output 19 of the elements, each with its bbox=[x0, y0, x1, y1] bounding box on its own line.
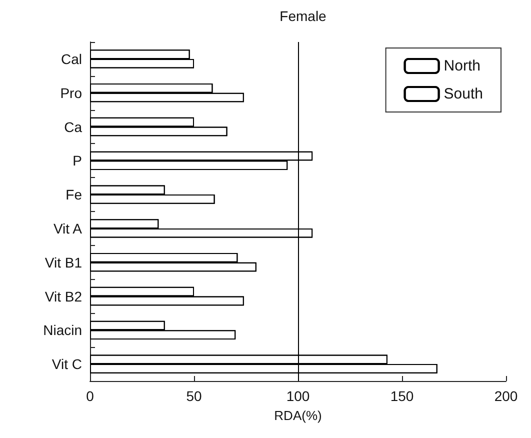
y-tick-label: Vit B1 bbox=[44, 254, 82, 270]
x-tick-label: 200 bbox=[494, 388, 518, 404]
y-tick-label: Niacin bbox=[43, 322, 82, 338]
y-tick-label: Fe bbox=[66, 186, 82, 203]
y-tick-label: Vit C bbox=[52, 356, 82, 372]
y-tick-label: Cal bbox=[60, 50, 82, 67]
legend-label: North bbox=[444, 58, 480, 74]
x-tick-label: 50 bbox=[186, 388, 202, 404]
x-axis-title: RDA(%) bbox=[274, 408, 322, 423]
x-tick-label: 0 bbox=[86, 388, 94, 404]
y-tick-label: P bbox=[72, 152, 82, 169]
y-tick-label: Vit A bbox=[53, 220, 83, 236]
legend-label: South bbox=[444, 86, 484, 102]
chart-title: Female bbox=[280, 8, 327, 24]
x-tick-label: 150 bbox=[390, 388, 414, 404]
y-tick-label: Vit B2 bbox=[44, 288, 82, 304]
y-tick-label: Ca bbox=[64, 118, 82, 135]
y-tick-label: Pro bbox=[60, 84, 82, 101]
x-tick-label: 100 bbox=[286, 388, 310, 404]
